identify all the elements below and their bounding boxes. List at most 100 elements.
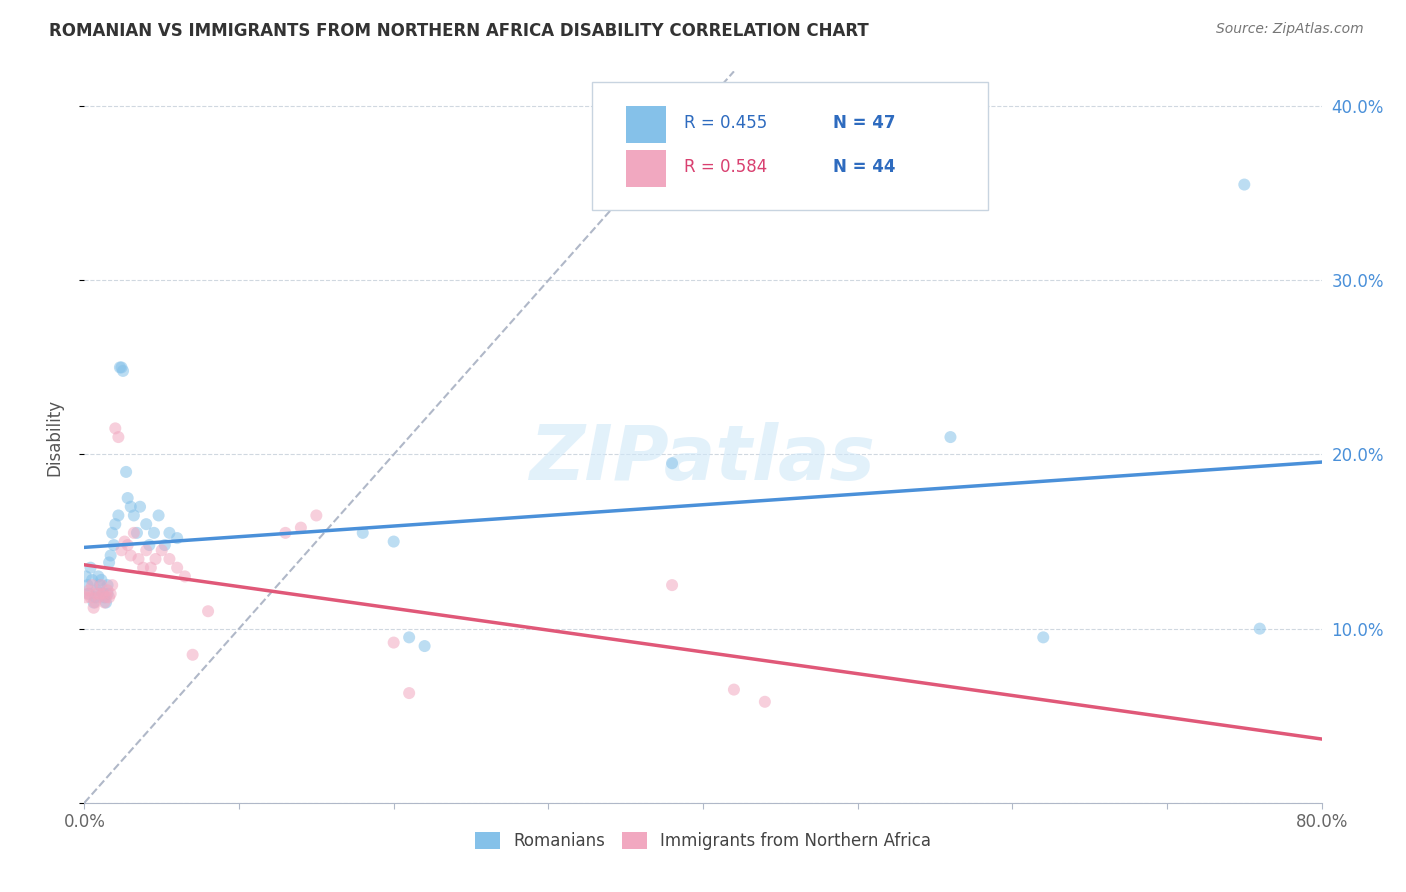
Point [132, 560, 155, 574]
Point [114, 534, 136, 549]
Point [139, 560, 162, 574]
Point [129, 500, 152, 514]
Point [274, 525, 297, 540]
Point [91, 587, 114, 601]
Point [174, 569, 197, 583]
Y-axis label: Disability: Disability [45, 399, 63, 475]
Point [939, 430, 962, 444]
Point [398, 631, 420, 645]
Point [153, 538, 176, 552]
FancyBboxPatch shape [592, 82, 987, 211]
Point [181, 648, 204, 662]
Point [143, 525, 166, 540]
Point [89, 587, 111, 601]
FancyBboxPatch shape [626, 106, 666, 143]
Point [98, 591, 121, 605]
Point [305, 508, 328, 523]
Point [79, 560, 101, 574]
Point [83, 600, 105, 615]
Point [138, 538, 160, 552]
Text: N = 44: N = 44 [832, 158, 896, 177]
Point [93, 595, 115, 609]
Point [120, 549, 142, 563]
Point [87, 591, 110, 605]
Point [413, 639, 436, 653]
Point [1249, 622, 1271, 636]
Point [122, 508, 145, 523]
Point [1233, 178, 1256, 192]
Text: R = 0.455: R = 0.455 [685, 114, 768, 132]
Point [723, 682, 745, 697]
Point [108, 360, 131, 375]
Point [104, 517, 127, 532]
Point [79, 591, 101, 605]
Point [661, 578, 683, 592]
Point [127, 552, 149, 566]
Legend: Romanians, Immigrants from Northern Africa: Romanians, Immigrants from Northern Afri… [468, 825, 938, 856]
Text: R = 0.584: R = 0.584 [685, 158, 768, 177]
Text: Source: ZipAtlas.com: Source: ZipAtlas.com [1216, 22, 1364, 37]
Text: ZIPatlas: ZIPatlas [530, 422, 876, 496]
Point [110, 360, 132, 375]
Point [120, 500, 142, 514]
Point [125, 525, 148, 540]
Point [76, 578, 98, 592]
Point [398, 686, 420, 700]
Point [75, 569, 97, 583]
Point [100, 549, 122, 563]
Point [98, 556, 121, 570]
Point [148, 508, 170, 523]
Text: N = 47: N = 47 [832, 114, 896, 132]
Point [77, 587, 100, 601]
Point [94, 591, 117, 605]
Point [661, 456, 683, 470]
Point [122, 525, 145, 540]
Point [101, 578, 124, 592]
Point [91, 587, 114, 601]
Point [135, 517, 157, 532]
Point [90, 578, 112, 592]
Point [754, 695, 776, 709]
Point [107, 508, 129, 523]
Point [96, 587, 118, 601]
Point [290, 521, 312, 535]
Point [96, 578, 118, 592]
Point [75, 591, 97, 605]
Point [197, 604, 219, 618]
Point [76, 587, 98, 601]
Point [94, 595, 117, 609]
Point [159, 552, 180, 566]
Point [117, 491, 139, 505]
Point [166, 560, 188, 574]
Point [382, 635, 405, 649]
Point [145, 552, 167, 566]
Text: ROMANIAN VS IMMIGRANTS FROM NORTHERN AFRICA DISABILITY CORRELATION CHART: ROMANIAN VS IMMIGRANTS FROM NORTHERN AFR… [49, 22, 869, 40]
Point [77, 583, 100, 598]
Point [150, 543, 173, 558]
Point [103, 538, 125, 552]
Point [382, 534, 405, 549]
Point [104, 421, 127, 435]
Point [159, 525, 180, 540]
Point [166, 531, 188, 545]
Point [89, 578, 111, 592]
Point [83, 595, 105, 609]
Point [352, 525, 374, 540]
Point [115, 465, 138, 479]
Point [112, 364, 135, 378]
Point [82, 578, 104, 592]
Point [93, 591, 115, 605]
Point [100, 587, 122, 601]
Point [96, 583, 118, 598]
Point [82, 573, 104, 587]
Point [84, 595, 107, 609]
Point [84, 591, 107, 605]
Point [86, 583, 108, 598]
Point [110, 543, 132, 558]
Point [1032, 631, 1054, 645]
FancyBboxPatch shape [626, 151, 666, 187]
Point [135, 543, 157, 558]
Point [107, 430, 129, 444]
Point [117, 538, 139, 552]
Point [90, 573, 112, 587]
